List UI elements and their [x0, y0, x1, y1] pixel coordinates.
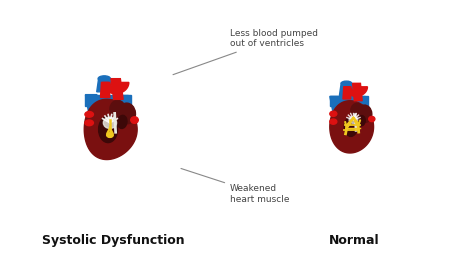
- Polygon shape: [345, 87, 367, 96]
- Ellipse shape: [110, 100, 125, 117]
- Polygon shape: [102, 82, 129, 94]
- Polygon shape: [121, 95, 131, 118]
- Polygon shape: [330, 96, 365, 106]
- Ellipse shape: [131, 117, 138, 123]
- Text: Less blood pumped
out of ventricles: Less blood pumped out of ventricles: [173, 29, 318, 75]
- Ellipse shape: [99, 116, 118, 143]
- Ellipse shape: [341, 81, 352, 85]
- Ellipse shape: [85, 120, 93, 126]
- Polygon shape: [85, 95, 100, 126]
- Polygon shape: [339, 83, 354, 95]
- Ellipse shape: [369, 117, 375, 122]
- Ellipse shape: [358, 105, 372, 123]
- Ellipse shape: [351, 103, 363, 117]
- Ellipse shape: [344, 117, 357, 136]
- Ellipse shape: [330, 111, 337, 117]
- Polygon shape: [85, 95, 128, 106]
- Polygon shape: [353, 83, 362, 101]
- Ellipse shape: [107, 133, 113, 137]
- Ellipse shape: [349, 117, 358, 123]
- Polygon shape: [343, 87, 351, 99]
- Ellipse shape: [85, 112, 93, 117]
- Polygon shape: [100, 82, 110, 98]
- Polygon shape: [330, 101, 374, 153]
- Polygon shape: [360, 96, 368, 118]
- Ellipse shape: [103, 117, 117, 129]
- Ellipse shape: [98, 76, 110, 82]
- Ellipse shape: [357, 115, 365, 126]
- Text: Weakened
heart muscle: Weakened heart muscle: [181, 169, 290, 204]
- Text: Normal: Normal: [329, 234, 380, 247]
- Polygon shape: [97, 79, 112, 92]
- Polygon shape: [111, 79, 123, 99]
- Ellipse shape: [118, 115, 127, 128]
- Ellipse shape: [330, 119, 337, 124]
- Text: Systolic Dysfunction: Systolic Dysfunction: [42, 234, 185, 247]
- Polygon shape: [84, 99, 137, 160]
- Ellipse shape: [118, 103, 136, 124]
- Polygon shape: [330, 96, 343, 123]
